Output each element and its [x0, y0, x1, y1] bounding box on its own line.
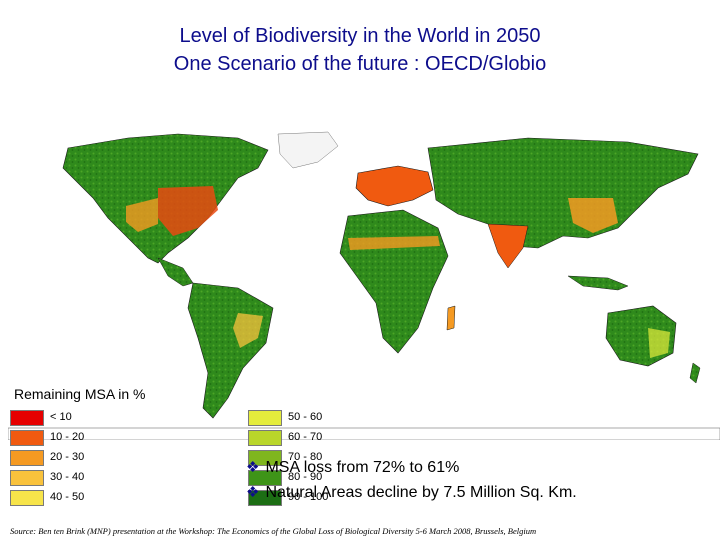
legend-swatch [248, 490, 282, 506]
bullet-text: Natural Areas decline by 7.5 Million Sq.… [265, 484, 577, 501]
legend-label: 80 - 90 [288, 471, 323, 483]
south-america-mid-msa-zone [233, 313, 263, 348]
south-america [187, 282, 274, 419]
asia [427, 137, 699, 249]
africa [339, 209, 449, 354]
greenland [277, 131, 339, 169]
legend-label: 50 - 60 [288, 411, 323, 423]
legend-swatch [248, 410, 282, 426]
north-america-mid-msa-zone [126, 198, 158, 232]
map-title-line-2: One Scenario of the future : OECD/Globio [173, 53, 547, 75]
legend-swatch [10, 430, 44, 446]
bullet-natural-areas-decline: ❖ Natural Areas decline by 7.5 Million Sq… [246, 483, 577, 502]
diamond-bullet-icon: ❖ [246, 484, 260, 501]
bullet-text: MSA loss from 72% to 61% [265, 459, 460, 476]
madagascar [446, 305, 456, 331]
diamond-bullet-icon: ❖ [246, 459, 260, 476]
source-citation: Source: Ben ten Brink (MNP) presentation… [10, 526, 537, 536]
legend-swatch [248, 430, 282, 446]
bullet-msa-loss: ❖ MSA loss from 72% to 61% [246, 458, 459, 477]
legend-swatch [248, 450, 282, 466]
legend-swatch [10, 410, 44, 426]
legend-swatch [10, 470, 44, 486]
legend-label: 30 - 40 [50, 471, 85, 483]
legend-swatch [10, 450, 44, 466]
new-zealand [689, 362, 701, 384]
europe [355, 165, 434, 207]
legend-label: < 10 [50, 411, 72, 423]
indonesia [567, 275, 629, 291]
legend-label: 70 - 80 [288, 451, 323, 463]
map-title-line-1: Level of Biodiversity in the World in 20… [179, 25, 541, 47]
antarctica [8, 427, 720, 440]
central-america [157, 257, 194, 287]
legend-label: 20 - 30 [50, 451, 85, 463]
sahel-low-msa-band [348, 236, 440, 250]
australia-mid-msa-zone [648, 328, 670, 358]
north-america-low-msa-zone [158, 186, 218, 236]
legend-label: 10 - 20 [50, 431, 85, 443]
legend-label: 40 - 50 [50, 491, 85, 503]
east-china-low-msa-zone [568, 198, 618, 233]
legend-label: 90 - 100 [288, 491, 329, 503]
legend-title: Remaining MSA in % [14, 386, 146, 402]
india [487, 223, 529, 269]
legend-swatch [10, 490, 44, 506]
world-map [8, 131, 720, 440]
legend-label: 60 - 70 [288, 431, 323, 443]
legend-swatch [248, 470, 282, 486]
